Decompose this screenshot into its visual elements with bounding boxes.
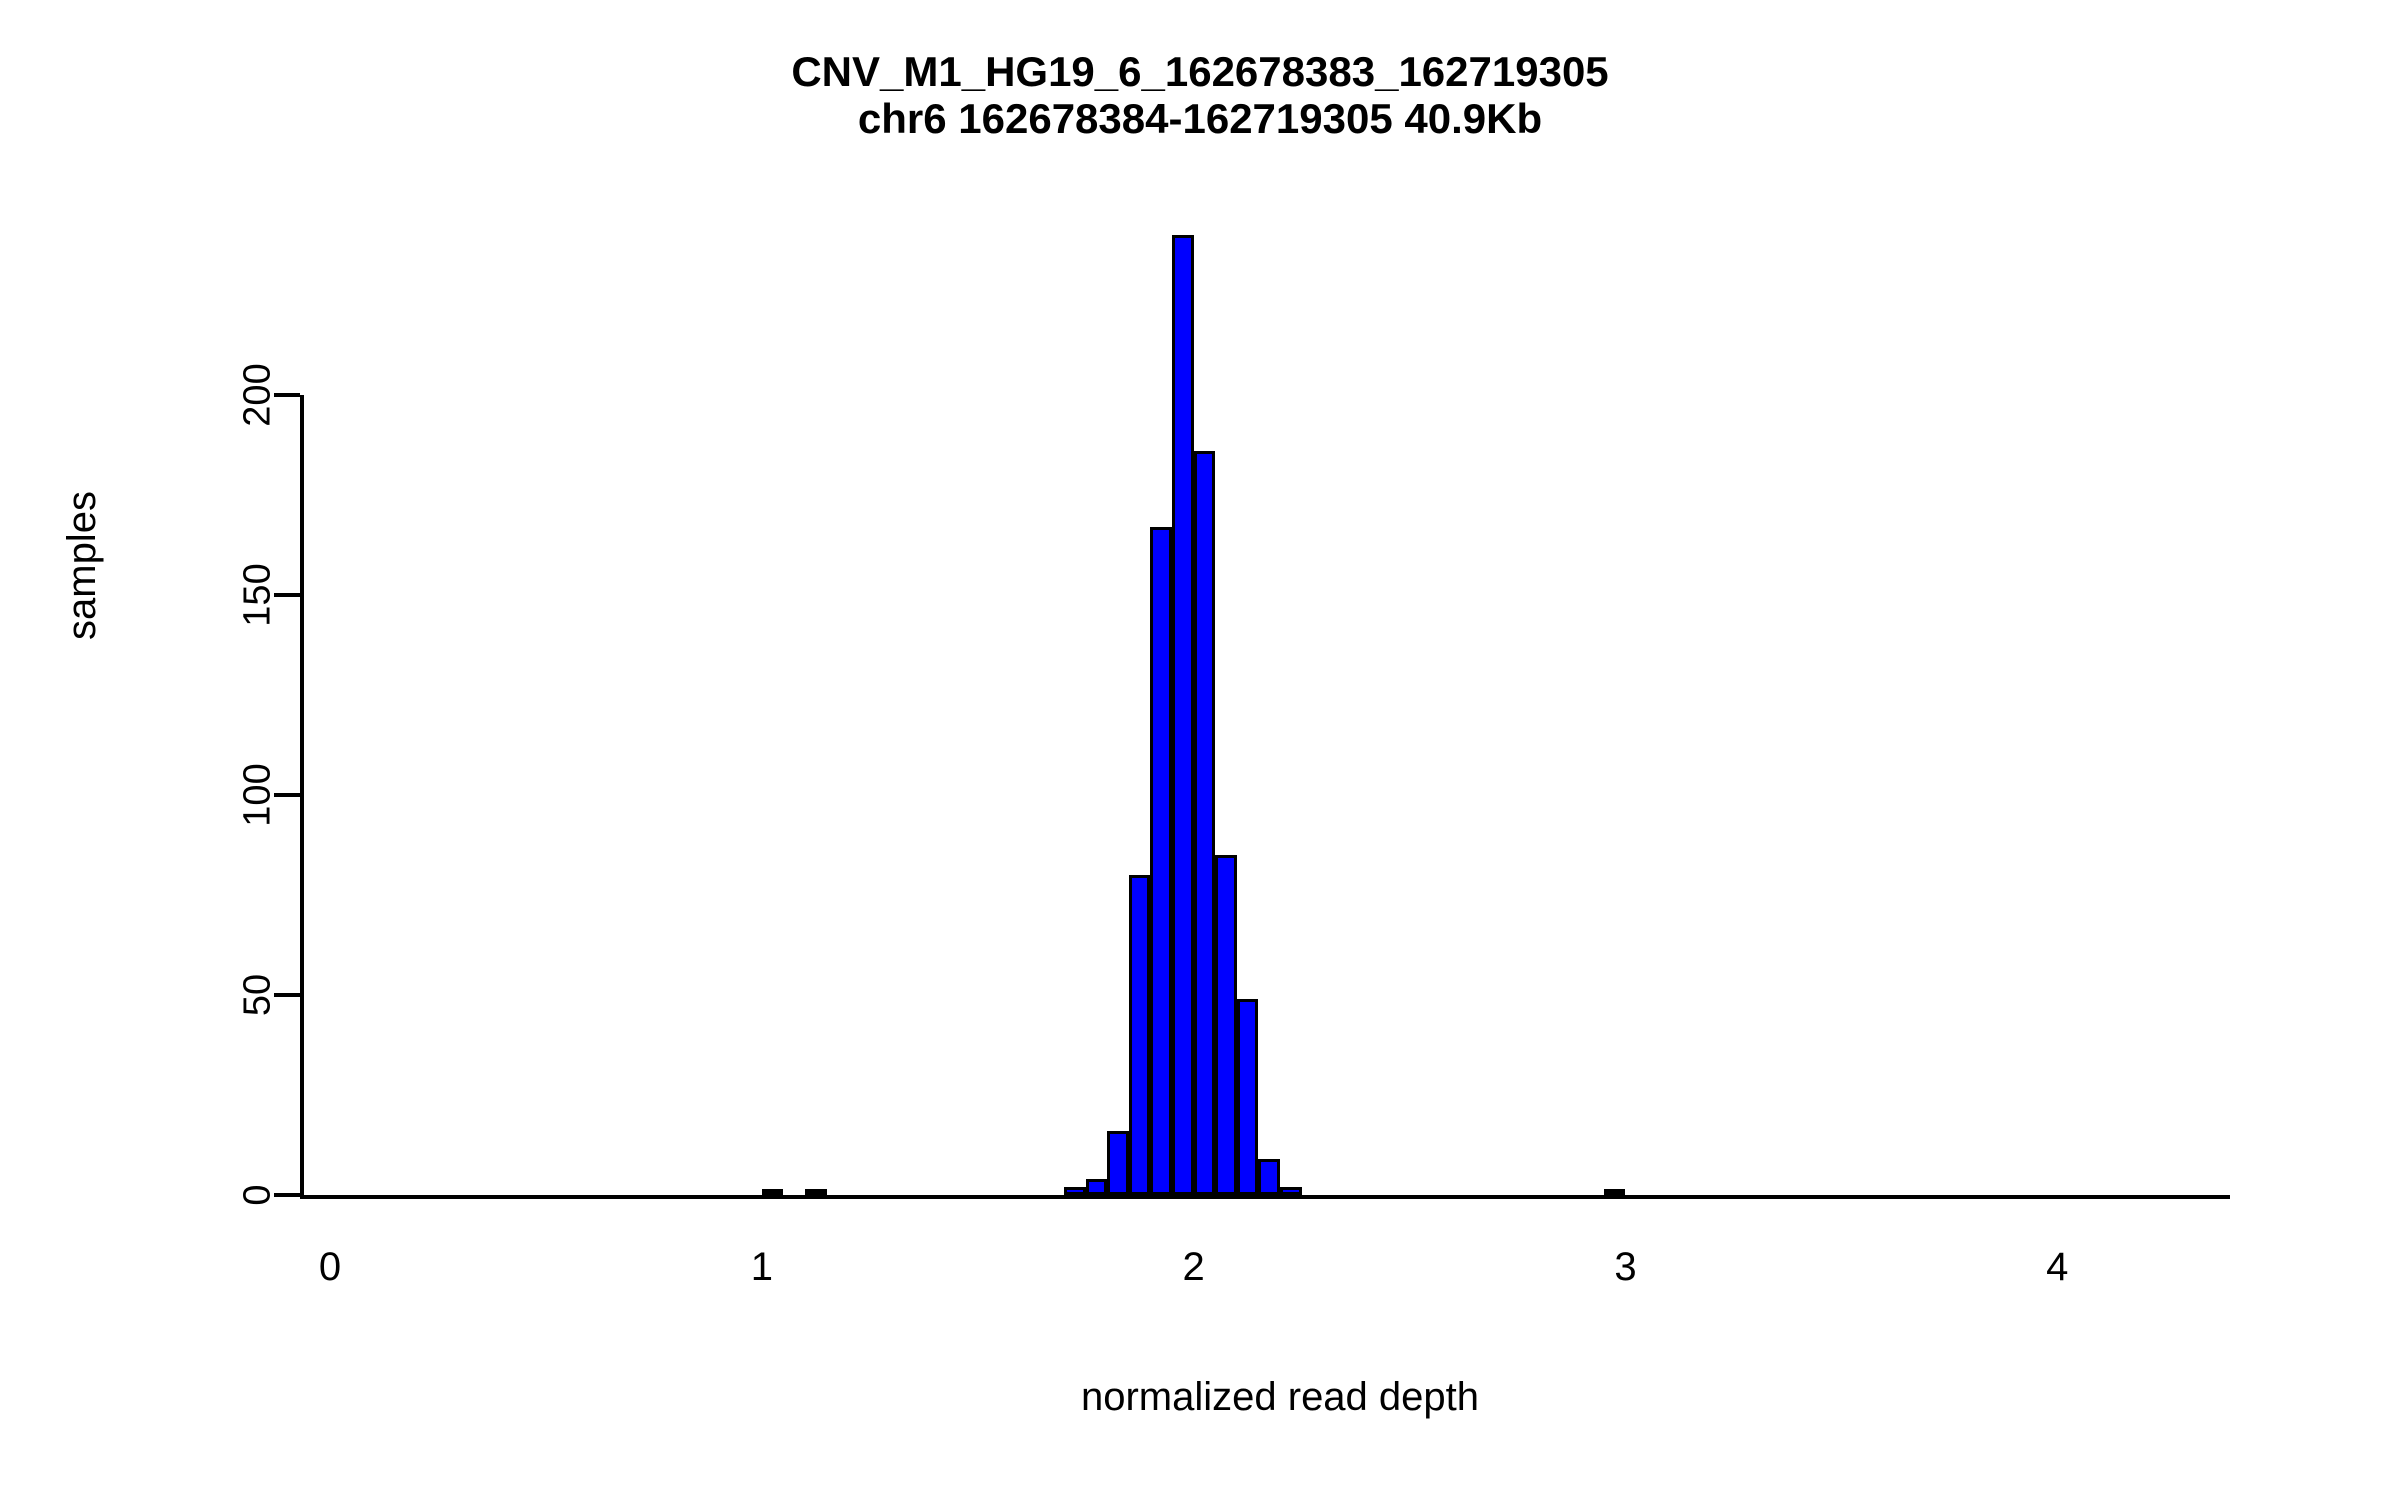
x-axis-line (300, 1195, 2230, 1199)
y-axis-tick-label: 0 (236, 1184, 279, 1206)
y-axis-title: samples (60, 491, 104, 640)
histogram-bar (1215, 855, 1237, 1195)
histogram-bar (1150, 527, 1173, 1195)
histogram-bar (761, 1189, 784, 1195)
histogram-bar (1193, 451, 1216, 1195)
histogram-bar (1603, 1189, 1626, 1195)
x-axis-tick-label: 4 (2046, 1245, 2069, 1289)
y-axis-tick-label: 50 (236, 973, 279, 1017)
histogram-bar (1085, 1179, 1108, 1195)
y-axis-tick (274, 993, 300, 997)
y-axis-tick (274, 393, 300, 397)
y-axis-tick-label: 150 (236, 563, 279, 627)
chart-title-block: CNV_M1_HG19_6_162678383_162719305 chr6 1… (0, 48, 2400, 142)
x-axis-tick-label: 2 (1182, 1245, 1205, 1289)
histogram-bar (1128, 875, 1151, 1195)
histogram-bar (1107, 1131, 1129, 1195)
x-axis-tick-label: 1 (750, 1245, 773, 1289)
histogram-bar (1236, 999, 1259, 1195)
x-axis-tick-label: 3 (1614, 1245, 1637, 1289)
histogram-bar (1258, 1159, 1280, 1195)
y-axis-line (300, 395, 304, 1195)
histogram-bar (1172, 235, 1194, 1195)
y-axis-tick (274, 793, 300, 797)
y-axis-tick (274, 1193, 300, 1197)
chart-subtitle: chr6 162678384-162719305 40.9Kb (857, 95, 1543, 143)
y-axis-tick-label: 100 (236, 763, 279, 827)
histogram-bar (1064, 1187, 1086, 1195)
y-axis-tick (274, 593, 300, 597)
x-axis-title: normalized read depth (1080, 1375, 1480, 1419)
x-axis-tick-label: 0 (318, 1245, 342, 1289)
histogram-bar (1280, 1187, 1302, 1195)
y-axis-tick-label: 200 (236, 363, 279, 427)
histogram-bar (805, 1189, 827, 1195)
plot-area: 0 50 100 150 200 0 1 2 3 4 (237, 215, 2230, 1289)
chart-title: CNV_M1_HG19_6_162678383_162719305 (791, 48, 1609, 95)
